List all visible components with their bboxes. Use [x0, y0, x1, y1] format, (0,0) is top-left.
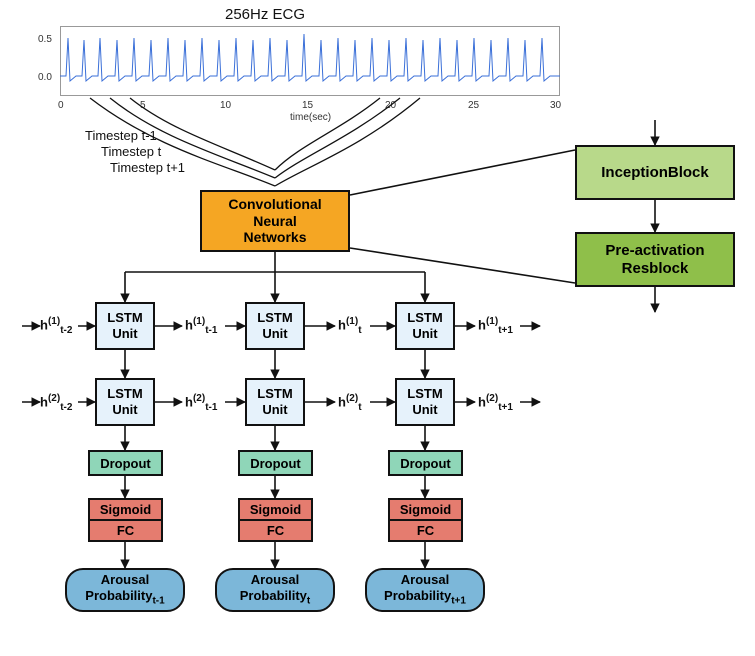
ecg-xtick-5: 5: [140, 100, 146, 111]
ecg-waveform: [60, 26, 560, 96]
timestep-label-t: Timestep t: [101, 144, 161, 159]
hlabel-r1-1: h(1)t-1: [185, 316, 217, 336]
arousal-label-c2: ArousalProbabilityt: [240, 572, 311, 607]
sigmoid-label: Sigmoid: [390, 500, 461, 521]
arousal-label-c3: ArousalProbabilityt+1: [384, 572, 466, 607]
timestep-label-tp1: Timestep t+1: [110, 160, 185, 175]
arousal-c2: ArousalProbabilityt: [215, 568, 335, 612]
resblock-box: Pre-activationResblock: [575, 232, 735, 287]
ecg-xtick-25: 25: [468, 100, 479, 111]
ecg-ytick-0.0: 0.0: [38, 72, 52, 83]
lstm-unit-c2-r2: LSTMUnit: [245, 378, 305, 426]
hlabel-r1-0: h(1)t-2: [40, 316, 72, 336]
sigmoid-label: Sigmoid: [240, 500, 311, 521]
hlabel-r2-2: h(2)t: [338, 393, 362, 413]
cnn-box: ConvolutionalNeuralNetworks: [200, 190, 350, 252]
ecg-title: 256Hz ECG: [225, 6, 305, 23]
sigmoid-label: Sigmoid: [90, 500, 161, 521]
lstm-unit-c3-r1: LSTMUnit: [395, 302, 455, 350]
hlabel-r2-0: h(2)t-2: [40, 393, 72, 413]
sigmoid-fc-c2: Sigmoid FC: [238, 498, 313, 542]
dropout-c2: Dropout: [238, 450, 313, 476]
sigmoid-fc-c3: Sigmoid FC: [388, 498, 463, 542]
arousal-c3: ArousalProbabilityt+1: [365, 568, 485, 612]
timestep-label-tm1: Timestep t-1: [85, 128, 157, 143]
ecg-xtick-0: 0: [58, 100, 64, 111]
cnn-label: ConvolutionalNeuralNetworks: [228, 196, 321, 246]
dropout-c1: Dropout: [88, 450, 163, 476]
inception-block: InceptionBlock: [575, 145, 735, 200]
lstm-unit-c3-r2: LSTMUnit: [395, 378, 455, 426]
lstm-unit-c2-r1: LSTMUnit: [245, 302, 305, 350]
fc-label: FC: [240, 521, 311, 540]
lstm-unit-c1-r2: LSTMUnit: [95, 378, 155, 426]
fc-label: FC: [90, 521, 161, 540]
dropout-c3: Dropout: [388, 450, 463, 476]
ecg-xtick-10: 10: [220, 100, 231, 111]
hlabel-r1-2: h(1)t: [338, 316, 362, 336]
sigmoid-fc-c1: Sigmoid FC: [88, 498, 163, 542]
arousal-c1: ArousalProbabilityt-1: [65, 568, 185, 612]
fc-label: FC: [390, 521, 461, 540]
arousal-label-c1: ArousalProbabilityt-1: [85, 572, 164, 607]
inception-label: InceptionBlock: [601, 164, 709, 181]
hlabel-r1-3: h(1)t+1: [478, 316, 513, 336]
hlabel-r2-1: h(2)t-1: [185, 393, 217, 413]
lstm-unit-c1-r1: LSTMUnit: [95, 302, 155, 350]
resblock-label: Pre-activationResblock: [605, 242, 704, 278]
ecg-xtick-30: 30: [550, 100, 561, 111]
ecg-ytick-0.5: 0.5: [38, 34, 52, 45]
diagram-canvas: 256Hz ECG 0.5 0.0 0 5 10 15 20 25 30 tim…: [0, 0, 755, 656]
hlabel-r2-3: h(2)t+1: [478, 393, 513, 413]
ecg-xtick-15: 15: [302, 100, 313, 111]
ecg-xtick-20: 20: [385, 100, 396, 111]
ecg-xlabel: time(sec): [290, 112, 331, 123]
